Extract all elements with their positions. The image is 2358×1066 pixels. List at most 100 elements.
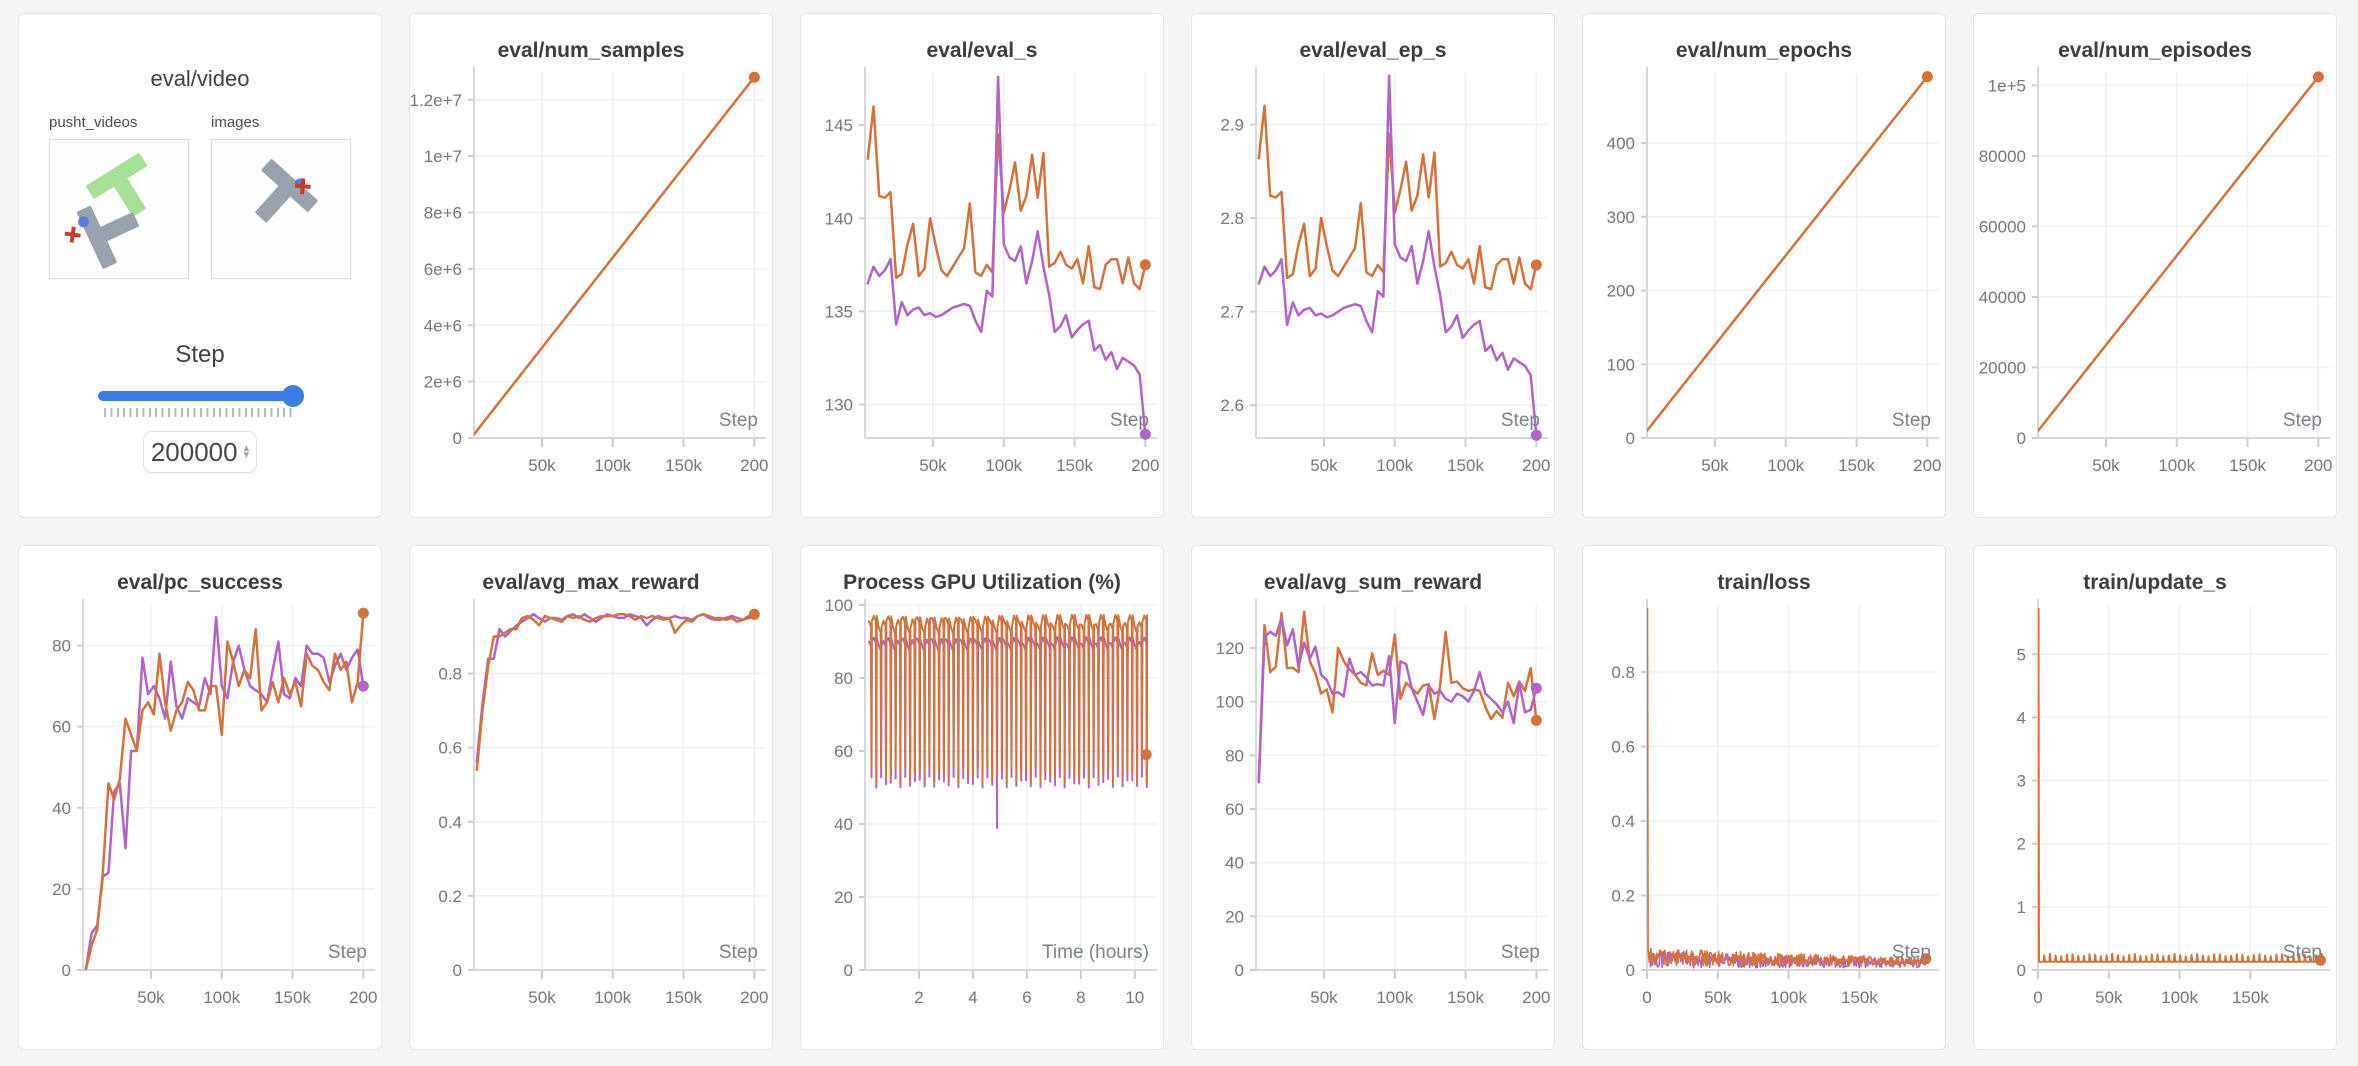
tick-labels: 50k 100k 150k 200 0 0.2 0.4 0.6 0.8 bbox=[438, 665, 768, 1007]
panel-title: eval/num_epochs bbox=[1675, 39, 1853, 62]
x-tick-label: 50k bbox=[1701, 456, 1729, 475]
chart-canvas: 0 50k 100k 150k 0 0.2 0.4 0.6 0.8 Step bbox=[1611, 599, 1939, 1007]
x-tick-label: 100k bbox=[1767, 456, 1804, 475]
image-thumbnail-images[interactable] bbox=[211, 139, 351, 279]
y-tick-label: 0 bbox=[453, 429, 462, 448]
axes bbox=[1250, 67, 1548, 447]
panel-eval-avg-sum-reward[interactable]: eval/avg_sum_reward 50k 100k 150k 200 0 20 40 6… bbox=[1191, 545, 1555, 1050]
gridlines bbox=[1256, 605, 1548, 970]
tick-labels: 50k 100k 150k 200 0 20 40 60 80 bbox=[52, 637, 377, 1007]
y-tick-label: 145 bbox=[825, 116, 853, 135]
endpoint-dots bbox=[1140, 749, 1152, 761]
step-down-icon[interactable]: ▾ bbox=[243, 449, 250, 461]
y-tick-label: 40000 bbox=[1979, 288, 2026, 307]
x-tick-label: 100k bbox=[2161, 988, 2198, 1007]
x-tick-label: 100k bbox=[594, 988, 631, 1007]
y-tick-label: 135 bbox=[825, 302, 853, 321]
x-tick-label: 50k bbox=[1310, 988, 1338, 1007]
target-cross-icon bbox=[64, 226, 81, 243]
y-tick-label: 2.7 bbox=[1220, 303, 1244, 322]
x-tick-label: 100k bbox=[985, 456, 1022, 475]
x-tick-label: 150k bbox=[1447, 456, 1484, 475]
media-row: pusht_videos images bbox=[19, 114, 381, 279]
media-label: images bbox=[211, 114, 260, 131]
tick-labels: 50k 100k 150k 200 0 2e+6 4e+6 6e+6 8e+6 1e+7 1.2e+… bbox=[410, 91, 769, 475]
tick-labels: 50k 100k 150k 200 130 135 140 145 bbox=[825, 116, 1160, 475]
chart-eval-eval-ep-s: 50k 100k 150k 200 2.6 2.7 2.8 2.9 Step bbox=[1192, 63, 1554, 496]
panel-title: eval/num_samples bbox=[497, 39, 685, 62]
y-tick-label: 1 bbox=[2017, 898, 2026, 917]
slider-tick-ruler bbox=[104, 408, 296, 417]
y-tick-label: 200 bbox=[1607, 282, 1635, 301]
x-tick-label: 100k bbox=[203, 988, 240, 1007]
axes bbox=[468, 67, 766, 447]
series-line-run-orange bbox=[2038, 607, 2324, 963]
x-tick-label: 50k bbox=[528, 456, 556, 475]
end-dot-run-orange bbox=[1530, 714, 1542, 726]
step-control: Step 200000 ▴ ▾ bbox=[19, 341, 381, 473]
y-tick-label: 2 bbox=[2017, 835, 2026, 854]
gridlines bbox=[1646, 605, 1939, 970]
panel-eval-pc-success[interactable]: eval/pc_success 50k 100k 150k 200 0 20 40 60 80 S… bbox=[18, 545, 382, 1050]
x-tick-label: 150k bbox=[1056, 456, 1093, 475]
x-tick-label: 6 bbox=[1022, 988, 1031, 1007]
chart-eval-num-episodes: 50k 100k 150k 200 0 20000 40000 60000 80000 1e+5 S… bbox=[1974, 63, 2336, 496]
panel-eval-num-episodes[interactable]: eval/num_episodes 50k 100k 150k 200 0 20000 40… bbox=[1973, 13, 2337, 518]
slider-handle[interactable] bbox=[282, 385, 304, 407]
step-input-value[interactable]: 200000 bbox=[150, 436, 238, 467]
axes bbox=[1250, 599, 1548, 979]
x-tick-label: 150k bbox=[665, 456, 702, 475]
tick-labels: 50k 100k 150k 200 0 20000 40000 60000 80000 1e+5 bbox=[1979, 76, 2333, 475]
end-dot-run-orange bbox=[2314, 954, 2326, 966]
x-tick-label: 8 bbox=[1076, 988, 1085, 1007]
panel-eval-num-epochs[interactable]: eval/num_epochs 50k 100k 150k 200 0 100 200 300… bbox=[1582, 13, 1946, 518]
y-tick-label: 40 bbox=[52, 799, 71, 818]
y-tick-label: 0.8 bbox=[1611, 663, 1635, 682]
y-tick-label: 100 bbox=[1607, 355, 1635, 374]
x-tick-label: 150k bbox=[2229, 456, 2266, 475]
y-tick-label: 100 bbox=[825, 596, 853, 615]
y-tick-label: 130 bbox=[825, 395, 853, 414]
panel-eval-avg-max-reward[interactable]: eval/avg_max_reward 50k 100k 150k 200 0 0.2 0.… bbox=[409, 545, 773, 1050]
slider-track[interactable] bbox=[98, 391, 302, 401]
step-slider[interactable] bbox=[98, 385, 304, 407]
end-dot-run-orange bbox=[748, 71, 760, 83]
video-thumbnail-pusht-videos[interactable] bbox=[49, 139, 189, 279]
step-up-icon[interactable]: ▴ bbox=[243, 442, 250, 454]
series bbox=[1647, 75, 1929, 432]
end-dot-run-orange bbox=[748, 608, 760, 620]
chart-eval-pc-success: 50k 100k 150k 200 0 20 40 60 80 Step bbox=[19, 595, 381, 1028]
y-tick-label: 40 bbox=[1225, 854, 1244, 873]
chart-canvas: 50k 100k 150k 200 2.6 2.7 2.8 2.9 Step bbox=[1220, 67, 1551, 475]
panel-eval-num-samples[interactable]: eval/num_samples 50k 100k 150k 200 0 2e+6 4e+6… bbox=[409, 13, 773, 518]
chart-process-gpu-utilization: 2 4 6 8 10 0 20 40 60 80 100 Time (hours) bbox=[801, 595, 1163, 1028]
panel-eval-eval-s[interactable]: eval/eval_s 50k 100k 150k 200 130 135 140 145 St… bbox=[800, 13, 1164, 518]
x-tick-label: 0 bbox=[1642, 988, 1651, 1007]
y-tick-label: 100 bbox=[1216, 693, 1244, 712]
y-tick-label: 80 bbox=[834, 669, 853, 688]
x-tick-label: 100k bbox=[1376, 456, 1413, 475]
endpoint-dots bbox=[1921, 71, 1933, 83]
y-tick-label: 2.8 bbox=[1220, 209, 1244, 228]
y-tick-label: 60 bbox=[834, 742, 853, 761]
axes bbox=[1641, 67, 1939, 447]
x-tick-label: 150k bbox=[2232, 988, 2269, 1007]
y-tick-label: 20 bbox=[834, 888, 853, 907]
series bbox=[2038, 75, 2320, 433]
stepper-arrows[interactable]: ▴ ▾ bbox=[243, 442, 250, 461]
step-input[interactable]: 200000 ▴ ▾ bbox=[143, 431, 257, 473]
panel-train-update-s[interactable]: train/update_s 0 50k 100k 150k 0 1 2 3 4 5 Step bbox=[1973, 545, 2337, 1050]
panel-eval-eval-ep-s[interactable]: eval/eval_ep_s 50k 100k 150k 200 2.6 2.7 2.8 2.… bbox=[1191, 13, 1555, 518]
step-slider-label: Step bbox=[175, 341, 225, 368]
panel-train-loss[interactable]: train/loss 0 50k 100k 150k 0 0.2 0.4 0.6 0.8 Step bbox=[1582, 545, 1946, 1050]
series-line-run-orange bbox=[1257, 610, 1538, 784]
x-tick-label: 50k bbox=[528, 988, 556, 1007]
panel-process-gpu-utilization[interactable]: Process GPU Utilization (%) 2 4 6 8 10 0 20 40 6… bbox=[800, 545, 1164, 1050]
series bbox=[866, 75, 1147, 436]
y-tick-label: 1.2e+7 bbox=[410, 91, 462, 110]
media-pusht-videos: pusht_videos bbox=[49, 114, 189, 279]
y-tick-label: 0.8 bbox=[438, 665, 462, 684]
x-tick-label: 2 bbox=[914, 988, 923, 1007]
